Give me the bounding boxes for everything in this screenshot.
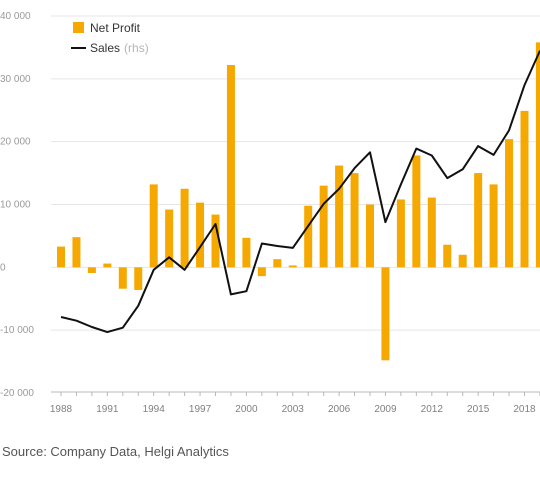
x-tick-label: 2006 xyxy=(328,404,351,415)
legend: Net Profit Sales (rhs) xyxy=(71,21,149,55)
net-profit-bar xyxy=(505,139,514,268)
net-profit-bar xyxy=(57,246,65,268)
net-profit-bar xyxy=(288,265,297,268)
x-tick-label: 1994 xyxy=(143,404,166,415)
net-profit-bar xyxy=(427,197,436,268)
net-profit-bar xyxy=(273,259,282,268)
net-profit-bar xyxy=(381,267,390,361)
legend-label-sales: Sales (rhs) xyxy=(90,41,149,55)
net-profit-bar xyxy=(165,209,174,268)
y-tick-label: 40 000 xyxy=(0,11,31,22)
net-profit-bar xyxy=(474,173,483,268)
net-profit-bar xyxy=(319,185,328,268)
y-tick-label: -20 000 xyxy=(0,388,34,399)
x-tick-label: 2009 xyxy=(374,404,397,415)
sales-line xyxy=(60,50,540,334)
net-profit-bar xyxy=(535,42,540,268)
x-tick-label: 2018 xyxy=(513,404,536,415)
net-profit-bar xyxy=(396,199,405,268)
x-tick-label: 2003 xyxy=(282,404,305,415)
net-profit-bar xyxy=(257,267,266,277)
net-profit-bar xyxy=(304,205,313,268)
x-tick-label: 1997 xyxy=(189,404,212,415)
net-profit-bar xyxy=(242,237,251,268)
net-profit-bar xyxy=(72,237,81,268)
x-tick-label: 1991 xyxy=(96,404,119,415)
net-profit-bar xyxy=(335,165,344,268)
y-axis-ticks: 40 000 30 000 20 000 10 000 0 -10 000 -20 000 xyxy=(0,11,34,399)
net-profit-bar xyxy=(226,65,235,268)
net-profit-bar xyxy=(180,188,189,268)
x-tick-label: 2012 xyxy=(421,404,444,415)
net-profit-bars xyxy=(57,42,540,361)
net-profit-bar xyxy=(87,267,96,273)
net-profit-bar xyxy=(489,184,498,268)
legend-sales-name: Sales xyxy=(90,41,120,55)
y-tick-label: 30 000 xyxy=(0,74,31,85)
legend-sales-note: (rhs) xyxy=(124,41,149,55)
x-tick-label: 1988 xyxy=(50,404,73,415)
net-profit-bar xyxy=(196,202,205,268)
net-profit-bar xyxy=(366,204,374,268)
net-profit-bar xyxy=(443,244,452,268)
net-profit-bar xyxy=(149,184,158,268)
net-profit-bar xyxy=(520,110,529,268)
legend-swatch-net-profit xyxy=(73,22,84,33)
net-profit-bar xyxy=(458,254,467,268)
net-profit-bar xyxy=(134,267,143,290)
legend-label-net-profit: Net Profit xyxy=(90,21,141,35)
net-profit-bar xyxy=(118,267,127,289)
y-tick-label: 20 000 xyxy=(0,137,31,148)
x-tick-label: 2015 xyxy=(467,404,490,415)
x-axis: 1988 1991 1994 1997 2000 2003 2006 2009 2012 2015… xyxy=(50,391,540,415)
source-note: Source: Company Data, Helgi Analytics xyxy=(2,444,229,459)
net-profit-bar xyxy=(103,263,112,268)
net-profit-bar xyxy=(211,214,220,268)
sales-line-layer xyxy=(60,50,540,334)
net-profit-bar xyxy=(350,173,359,268)
y-tick-label: 0 xyxy=(0,262,6,273)
x-tick-label: 2000 xyxy=(235,404,258,415)
net-profit-bar xyxy=(412,155,421,268)
y-tick-label: 10 000 xyxy=(0,200,31,211)
y-tick-label: -10 000 xyxy=(0,325,34,336)
